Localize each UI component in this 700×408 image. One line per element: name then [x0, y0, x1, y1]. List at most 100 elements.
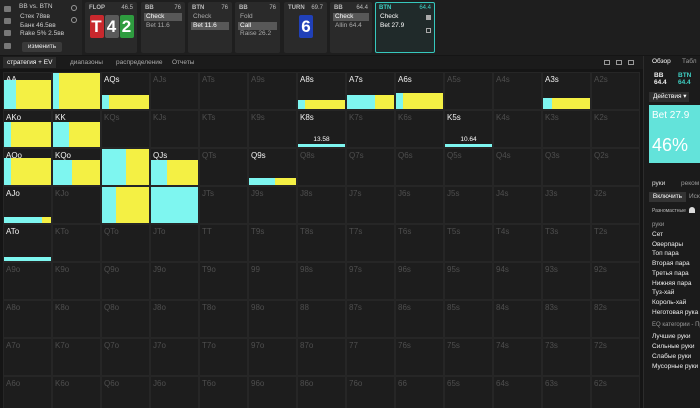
hand-cell[interactable]: 97s [346, 262, 395, 300]
hand-cell[interactable]: K7o [52, 338, 101, 376]
icon[interactable] [71, 17, 77, 23]
node[interactable]: BB 76 Check Bet 11.6 [141, 2, 185, 53]
panel-subtab[interactable]: руки [652, 180, 666, 187]
hand-cell[interactable]: 85s [444, 300, 493, 338]
node[interactable]: BB 64.4 Check Allin 64.4 [330, 2, 372, 53]
hand-cell[interactable]: AKs [52, 72, 101, 110]
action[interactable]: Check [193, 13, 212, 20]
hand-cell[interactable]: JJ [150, 186, 199, 224]
action[interactable]: Bet 27.9 [380, 21, 405, 29]
hand-cell[interactable]: QTs [199, 148, 248, 186]
hand-cell[interactable]: J8s [297, 186, 346, 224]
hand-cell[interactable]: T3s [542, 224, 591, 262]
hand-cell[interactable]: 98o [248, 300, 297, 338]
edit-button[interactable]: изменить [22, 42, 62, 52]
hand-cell[interactable]: Q6o [101, 376, 150, 408]
hand-cell[interactable]: 86o [297, 376, 346, 408]
hand-cell[interactable]: ATo [3, 224, 52, 262]
hand-cell[interactable]: T6s [395, 224, 444, 262]
hand-cell[interactable]: KQs [101, 110, 150, 148]
hand-category[interactable]: Третья пара [652, 269, 689, 277]
hand-cell[interactable]: K6s [395, 110, 444, 148]
eq-category[interactable]: Сильные руки [652, 343, 695, 350]
hand-cell[interactable]: 75s [444, 338, 493, 376]
tab[interactable]: стратегия + EV [3, 57, 57, 68]
node[interactable]: BB 76 Fold Call Raise 26.2 [235, 2, 280, 53]
hand-cell[interactable]: 95s [444, 262, 493, 300]
hand-cell[interactable]: K8o [52, 300, 101, 338]
hand-cell[interactable]: 65s [444, 376, 493, 408]
hand-cell[interactable]: A4s [493, 72, 542, 110]
hand-cell[interactable]: K6o [52, 376, 101, 408]
action[interactable]: Fold [240, 13, 253, 20]
hand-cell[interactable]: Q9o [101, 262, 150, 300]
hand-cell[interactable]: Q5s [444, 148, 493, 186]
hand-cell[interactable]: J7o [150, 338, 199, 376]
action[interactable]: Bet 11.6 [146, 21, 170, 29]
hand-cell[interactable]: A2s [591, 72, 640, 110]
hand-cell[interactable]: TT [199, 224, 248, 262]
hand-cell[interactable]: 98s [297, 262, 346, 300]
icon[interactable] [426, 28, 431, 33]
eq-category[interactable]: Мусорные руки [652, 363, 699, 370]
toggle-button[interactable]: Включить [649, 192, 686, 202]
hand-category[interactable]: Нижняя пара [652, 279, 692, 287]
icon[interactable] [628, 60, 634, 65]
hand-cell[interactable]: T9o [199, 262, 248, 300]
hand-cell[interactable]: 66 [395, 376, 444, 408]
hand-cell[interactable]: T8o [199, 300, 248, 338]
hand-cell[interactable]: K3s [542, 110, 591, 148]
panel-tab[interactable]: Обзор [652, 58, 671, 65]
icon[interactable] [71, 5, 77, 11]
hand-cell[interactable]: K7s [346, 110, 395, 148]
icon[interactable] [604, 60, 610, 65]
hand-category[interactable]: Топ пара [652, 250, 679, 258]
hand-cell[interactable]: 97o [248, 338, 297, 376]
hand-cell[interactable]: KJo [52, 186, 101, 224]
hand-cell[interactable]: KK [52, 110, 101, 148]
hand-cell[interactable]: 96o [248, 376, 297, 408]
hand-cell[interactable]: QTo [101, 224, 150, 262]
hand-cell[interactable]: Q6s [395, 148, 444, 186]
hand-cell[interactable]: K5s 10.64 [444, 110, 493, 148]
hand-category[interactable]: Сет [652, 231, 664, 238]
hand-cell[interactable]: T5s [444, 224, 493, 262]
hand-cell[interactable]: K9o [52, 262, 101, 300]
hand-cell[interactable]: 93s [542, 262, 591, 300]
icon[interactable] [4, 43, 11, 49]
hand-cell[interactable]: T8s [297, 224, 346, 262]
hand-cell[interactable]: J9s [248, 186, 297, 224]
action[interactable]: Allin 64.4 [335, 21, 362, 29]
hand-cell[interactable]: T2s [591, 224, 640, 262]
hand-category[interactable]: Оверпары [652, 240, 684, 248]
action[interactable]: Raise 26.2 [240, 30, 272, 37]
hand-cell[interactable]: K8s 13.58 [297, 110, 346, 148]
hand-cell[interactable]: 76o [346, 376, 395, 408]
hand-cell[interactable]: K4s [493, 110, 542, 148]
hand-cell[interactable]: Q7s [346, 148, 395, 186]
action[interactable]: Check [144, 13, 182, 21]
node[interactable]: TURN 69.7 6 [284, 2, 327, 53]
actions-button[interactable]: Действия ▾ [649, 92, 689, 102]
tab[interactable]: Отчеты [172, 59, 195, 66]
hand-cell[interactable]: A8o [3, 300, 52, 338]
hand-cell[interactable]: T7s [346, 224, 395, 262]
hand-cell[interactable]: J4s [493, 186, 542, 224]
hand-cell[interactable]: QQ [101, 148, 150, 186]
panel-tab[interactable]: Табл [682, 58, 697, 65]
tab[interactable]: распределение [116, 59, 163, 66]
action[interactable]: Check [333, 13, 369, 21]
hand-cell[interactable]: 74s [493, 338, 542, 376]
hand-cell[interactable]: ATs [199, 72, 248, 110]
hand-cell[interactable]: AJs [150, 72, 199, 110]
hand-cell[interactable]: A7s [346, 72, 395, 110]
hand-cell[interactable]: KTo [52, 224, 101, 262]
hand-category[interactable]: Неготовая рука [652, 308, 699, 316]
hand-cell[interactable]: J6s [395, 186, 444, 224]
hand-cell[interactable]: 84s [493, 300, 542, 338]
icon[interactable] [4, 18, 11, 24]
hand-cell[interactable]: Q8s [297, 148, 346, 186]
hand-cell[interactable]: 87s [346, 300, 395, 338]
hand-cell[interactable]: J7s [346, 186, 395, 224]
hand-cell[interactable]: 82s [591, 300, 640, 338]
